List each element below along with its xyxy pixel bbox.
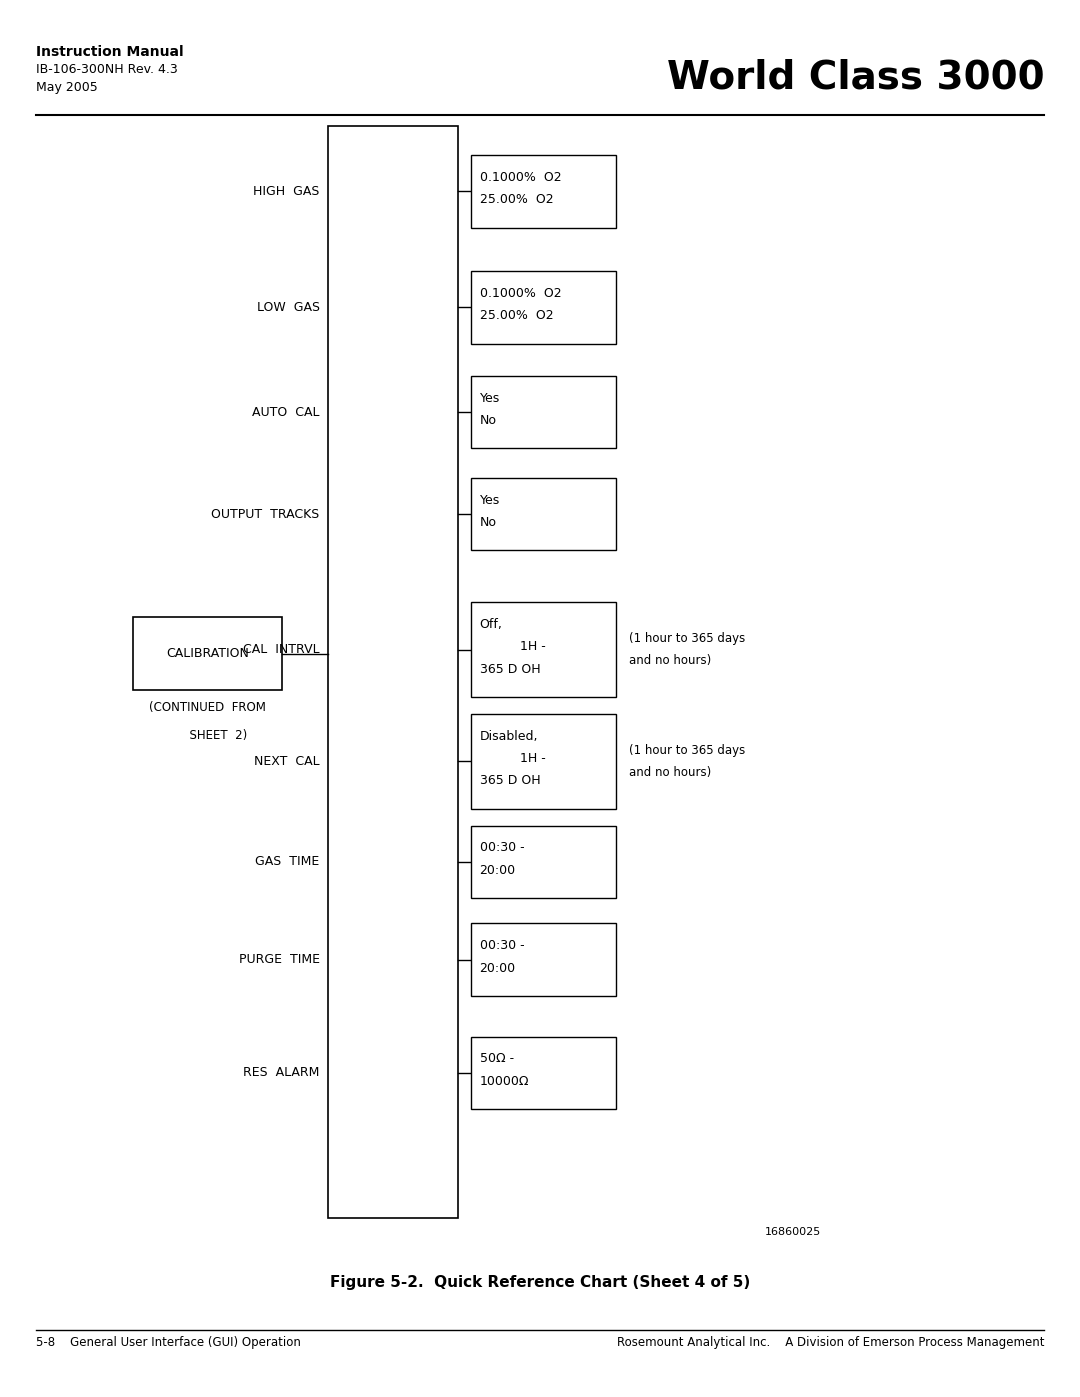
Text: (CONTINUED  FROM: (CONTINUED FROM <box>149 701 266 714</box>
Text: 00:30 -: 00:30 - <box>480 939 524 953</box>
Text: AUTO  CAL: AUTO CAL <box>253 405 320 419</box>
Text: Instruction Manual: Instruction Manual <box>36 45 184 59</box>
Text: CAL  INTRVL: CAL INTRVL <box>243 643 320 657</box>
Text: (1 hour to 365 days: (1 hour to 365 days <box>629 631 745 645</box>
Bar <box>471 376 616 448</box>
Text: and no hours): and no hours) <box>629 654 711 668</box>
Bar <box>471 826 616 898</box>
Text: CALIBRATION: CALIBRATION <box>166 647 248 661</box>
Text: 365 D OH: 365 D OH <box>480 774 540 788</box>
Bar <box>471 714 616 809</box>
Text: Yes: Yes <box>480 391 500 405</box>
Text: 25.00%  O2: 25.00% O2 <box>480 193 553 207</box>
Text: RES  ALARM: RES ALARM <box>243 1066 320 1080</box>
Text: No: No <box>480 414 497 427</box>
Text: 1H -: 1H - <box>480 640 545 654</box>
Text: 20:00: 20:00 <box>480 961 515 975</box>
Text: Rosemount Analytical Inc.    A Division of Emerson Process Management: Rosemount Analytical Inc. A Division of … <box>617 1336 1044 1348</box>
Bar <box>133 617 282 690</box>
Text: PURGE  TIME: PURGE TIME <box>239 953 320 967</box>
Text: 0.1000%  O2: 0.1000% O2 <box>480 170 562 184</box>
Bar <box>328 126 458 1218</box>
Text: (1 hour to 365 days: (1 hour to 365 days <box>629 743 745 757</box>
Text: GAS  TIME: GAS TIME <box>256 855 320 869</box>
Text: HIGH  GAS: HIGH GAS <box>254 184 320 198</box>
Text: 0.1000%  O2: 0.1000% O2 <box>480 286 562 300</box>
Bar <box>471 923 616 996</box>
Text: 10000Ω: 10000Ω <box>480 1074 529 1088</box>
Bar <box>471 155 616 228</box>
Text: 00:30 -: 00:30 - <box>480 841 524 855</box>
Text: 5-8    General User Interface (GUI) Operation: 5-8 General User Interface (GUI) Operati… <box>36 1336 300 1348</box>
Text: 50Ω -: 50Ω - <box>480 1052 514 1066</box>
Text: and no hours): and no hours) <box>629 766 711 780</box>
Text: World Class 3000: World Class 3000 <box>666 59 1044 96</box>
Bar <box>471 1037 616 1109</box>
Bar <box>471 271 616 344</box>
Text: SHEET  2): SHEET 2) <box>167 729 247 742</box>
Text: Yes: Yes <box>480 493 500 507</box>
Text: 365 D OH: 365 D OH <box>480 662 540 676</box>
Bar <box>471 602 616 697</box>
Text: No: No <box>480 515 497 529</box>
Text: Figure 5-2.  Quick Reference Chart (Sheet 4 of 5): Figure 5-2. Quick Reference Chart (Sheet… <box>329 1275 751 1289</box>
Text: OUTPUT  TRACKS: OUTPUT TRACKS <box>212 507 320 521</box>
Text: 16860025: 16860025 <box>765 1227 821 1238</box>
Text: NEXT  CAL: NEXT CAL <box>254 754 320 768</box>
Text: 20:00: 20:00 <box>480 863 515 877</box>
Text: Off,: Off, <box>480 617 502 631</box>
Text: LOW  GAS: LOW GAS <box>257 300 320 314</box>
Text: IB-106-300NH Rev. 4.3: IB-106-300NH Rev. 4.3 <box>36 63 177 75</box>
Text: Disabled,: Disabled, <box>480 729 538 743</box>
Text: 25.00%  O2: 25.00% O2 <box>480 309 553 323</box>
Bar <box>471 478 616 550</box>
Text: May 2005: May 2005 <box>36 81 97 94</box>
Text: 1H -: 1H - <box>480 752 545 766</box>
